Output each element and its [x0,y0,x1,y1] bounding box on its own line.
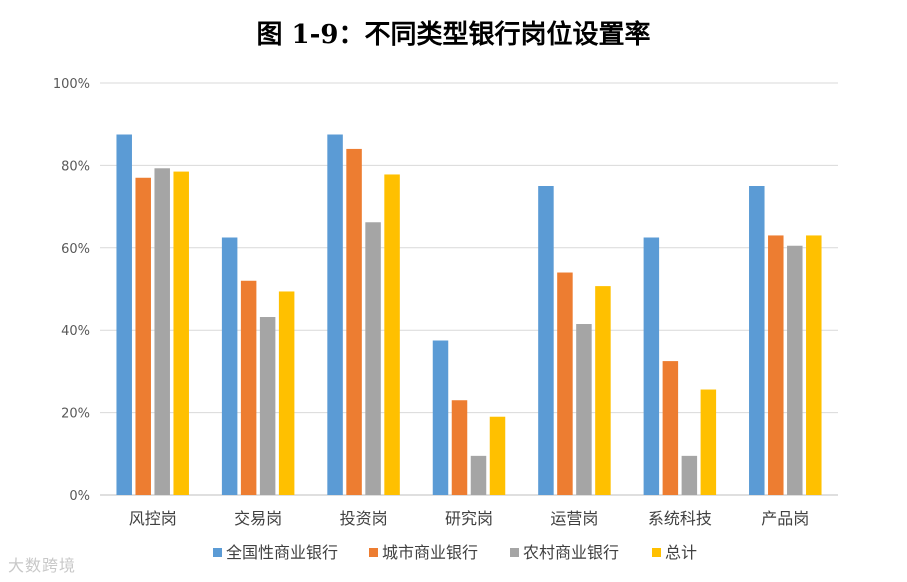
bar [557,272,573,495]
legend-swatch [510,548,519,557]
bar [240,280,257,495]
bar [595,286,611,495]
bar [643,237,660,495]
y-tick-label: 20% [61,407,90,422]
bar [662,361,679,495]
watermark-text: 大数跨境 [8,556,77,575]
x-category-label: 风控岗 [129,509,177,528]
legend: 全国性商业银行 城市商业银行 农村商业银行 总计 [213,543,697,562]
bar [116,134,132,495]
bar [768,235,784,495]
chart-title: 图 1-9：不同类型银行岗位设置率 [256,20,651,50]
x-category-label: 投资岗 [340,509,388,528]
bar [538,186,554,495]
y-tick-label: 40% [61,324,90,339]
x-category-label: 交易岗 [234,509,282,528]
x-category-label: 系统科技 [648,509,712,528]
legend-label: 总计 [665,543,697,562]
bar [576,324,592,495]
legend-swatch [213,548,222,557]
bar [327,134,343,495]
bar [700,389,717,495]
y-tick-label: 0% [69,489,90,504]
y-tick-label: 100% [53,77,90,92]
bar [489,416,506,495]
bar [432,340,449,495]
bar [154,168,170,495]
bar [470,455,487,495]
legend-swatch [369,548,378,557]
legend-label: 城市商业银行 [382,543,478,562]
gridlines [100,82,838,496]
bar [384,174,400,496]
bar [451,400,468,495]
y-tick-label: 80% [61,159,90,174]
y-tick-label: 60% [61,242,90,257]
bar [365,222,381,496]
bar [681,455,698,495]
bar [806,235,822,495]
legend-label: 全国性商业银行 [226,543,338,562]
bar [259,317,276,495]
bar [173,171,189,495]
legend-swatch [652,548,661,557]
bar [278,291,295,495]
legend-label: 农村商业银行 [523,543,619,562]
y-axis-ticks: 0% 20% 40% 60% 80% 100% [53,77,90,504]
bar [787,245,803,495]
bar [135,177,151,495]
bars [116,134,822,496]
bar [346,148,362,496]
x-category-label: 研究岗 [445,509,493,528]
bar [749,186,765,495]
x-category-label: 运营岗 [550,509,598,528]
x-category-label: 产品岗 [761,509,809,528]
bar [221,237,238,495]
x-axis-categories: 风控岗 交易岗 投资岗 研究岗 运营岗 系统科技 产品岗 [129,509,810,528]
